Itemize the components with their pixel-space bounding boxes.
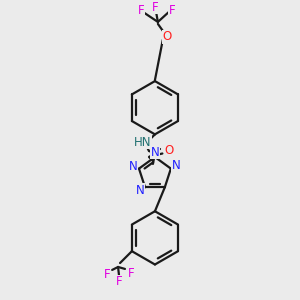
Text: N: N <box>136 184 145 197</box>
Text: F: F <box>128 267 134 280</box>
Text: F: F <box>138 4 144 16</box>
Text: F: F <box>152 1 158 13</box>
Text: F: F <box>116 275 122 288</box>
Text: F: F <box>104 268 110 281</box>
Text: O: O <box>164 144 173 157</box>
Text: O: O <box>162 30 171 43</box>
Text: HN: HN <box>134 136 152 149</box>
Text: N: N <box>171 159 180 172</box>
Text: N: N <box>151 146 159 159</box>
Text: F: F <box>168 4 175 16</box>
Text: N: N <box>129 160 137 173</box>
